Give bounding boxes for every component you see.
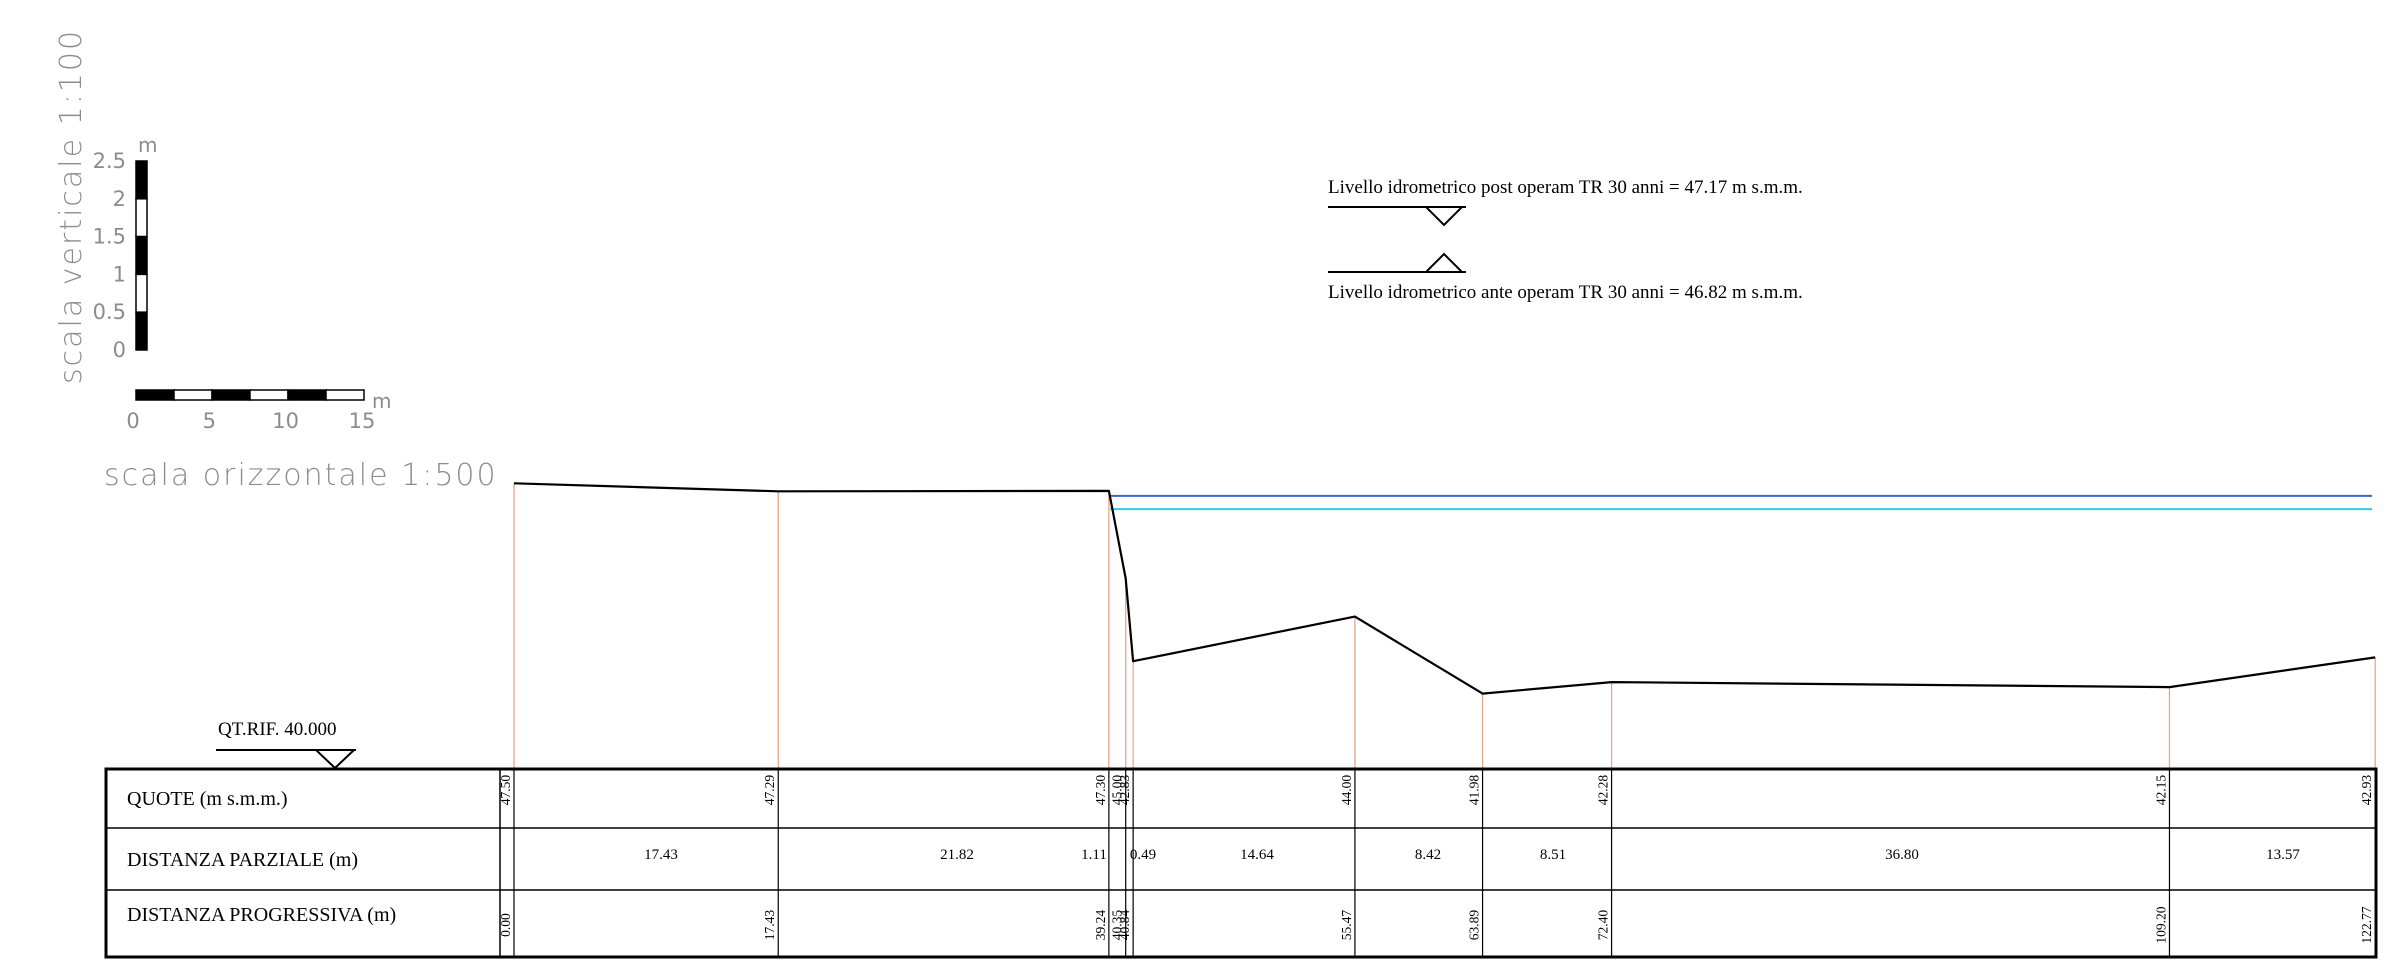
parziale-value: 8.42 bbox=[1415, 847, 1441, 863]
quote-value: 45.00 bbox=[1110, 775, 1125, 806]
vertical-scale-tick-label: 2.5 bbox=[93, 149, 126, 173]
vertical-scale-unit: m bbox=[138, 133, 157, 157]
parziale-value: 8.51 bbox=[1540, 847, 1566, 863]
quote-value: 47.50 bbox=[498, 775, 513, 806]
vertical-scale-segment bbox=[135, 235, 148, 276]
vertical-scale-tick-label: 1.5 bbox=[93, 225, 126, 249]
progressiva-value: 40.84 bbox=[1117, 910, 1132, 941]
progressiva-value: 40.35 bbox=[1110, 910, 1125, 941]
progressiva-value: 72.40 bbox=[1596, 910, 1611, 941]
progressiva-value: 39.24 bbox=[1093, 910, 1108, 941]
data-table: QUOTE (m s.m.m.) DISTANZA PARZIALE (m) D… bbox=[104, 767, 2378, 959]
vertical-scale-title: scala verticale 1:100 bbox=[54, 29, 89, 384]
row-label-progressiva: DISTANZA PROGRESSIVA (m) bbox=[127, 904, 396, 926]
vertical-scale-tick-label: 2 bbox=[113, 187, 126, 211]
horizontal-scale-segment bbox=[135, 389, 175, 401]
vertical-scale-bar: 2.5 2 1.5 1 0.5 0 bbox=[93, 149, 148, 362]
horizontal-scale: 0 5 10 15 m scala orizzontale 1:500 bbox=[104, 389, 498, 493]
parziale-value: 14.64 bbox=[1240, 847, 1274, 863]
horizontal-scale-tick-label: 15 bbox=[349, 409, 376, 433]
horizontal-scale-tick-label: 5 bbox=[203, 409, 216, 433]
vertical-scale-tick-label: 0.5 bbox=[93, 300, 126, 324]
row-label-quote: QUOTE (m s.m.m.) bbox=[127, 788, 288, 810]
vertical-scale-segment bbox=[135, 273, 148, 313]
station-lines bbox=[513, 483, 2376, 957]
row-label-parziale: DISTANZA PARZIALE (m) bbox=[127, 849, 358, 871]
table-frame bbox=[104, 767, 2378, 959]
post-operam-label: Livello idrometrico post operam TR 30 an… bbox=[1328, 177, 1803, 198]
parziale-value: 0.49 bbox=[1130, 847, 1156, 863]
horizontal-scale-title: scala orizzontale 1:500 bbox=[104, 458, 498, 493]
vertical-scale: scala verticale 1:100 2.5 2 1.5 1 0.5 0 m bbox=[54, 29, 157, 384]
quote-value: 47.29 bbox=[762, 775, 777, 806]
water-levels: Livello idrometrico post operam TR 30 an… bbox=[1110, 177, 2372, 511]
ground-profile-line bbox=[513, 482, 2376, 695]
ante-operam-label: Livello idrometrico ante operam TR 30 an… bbox=[1328, 282, 1803, 303]
horizontal-scale-segment bbox=[173, 389, 213, 401]
ante-operam-marker bbox=[1328, 252, 1466, 273]
horizontal-scale-segment bbox=[325, 389, 365, 401]
quote-value: 47.30 bbox=[1093, 775, 1108, 806]
parziale-value: 1.11 bbox=[1081, 847, 1107, 863]
progressiva-value: 109.20 bbox=[2153, 906, 2168, 943]
progressiva-value: 55.47 bbox=[1339, 910, 1354, 941]
horizontal-scale-bar: 0 5 10 15 bbox=[126, 389, 376, 433]
progressiva-value: 122.77 bbox=[2359, 906, 2374, 943]
horizontal-scale-tick-label: 0 bbox=[126, 409, 139, 433]
horizontal-scale-unit: m bbox=[372, 389, 391, 413]
quote-value: 41.98 bbox=[1467, 775, 1482, 806]
quote-value: 44.00 bbox=[1339, 775, 1354, 806]
reference-label: QT.RIF. 40.000 bbox=[218, 719, 336, 740]
quote-value: 42.28 bbox=[1596, 775, 1611, 806]
parziale-value: 36.80 bbox=[1885, 847, 1919, 863]
quote-value: 42.93 bbox=[2359, 775, 2374, 806]
vertical-scale-tick-label: 0 bbox=[113, 338, 126, 362]
progressiva-value: 63.89 bbox=[1467, 910, 1482, 941]
vertical-scale-tick-label: 1 bbox=[113, 262, 126, 286]
parziale-value: 21.82 bbox=[940, 847, 974, 863]
parziale-value: 17.43 bbox=[644, 847, 678, 863]
quote-value: 42.15 bbox=[2153, 775, 2168, 806]
horizontal-scale-segment bbox=[287, 389, 327, 401]
horizontal-scale-segment bbox=[249, 389, 289, 401]
vertical-scale-segment bbox=[135, 198, 148, 238]
vertical-scale-segment bbox=[135, 160, 148, 200]
horizontal-scale-segment bbox=[211, 389, 251, 401]
vertical-scale-segment bbox=[135, 311, 148, 351]
reference-marker: QT.RIF. 40.000 bbox=[216, 719, 357, 770]
post-operam-marker bbox=[1328, 206, 1466, 227]
parziale-value: 13.57 bbox=[2266, 847, 2300, 863]
horizontal-scale-tick-label: 10 bbox=[272, 409, 299, 433]
progressiva-value: 0.00 bbox=[498, 913, 513, 937]
progressiva-value: 17.43 bbox=[762, 910, 777, 941]
quote-value: 42.83 bbox=[1117, 775, 1132, 806]
